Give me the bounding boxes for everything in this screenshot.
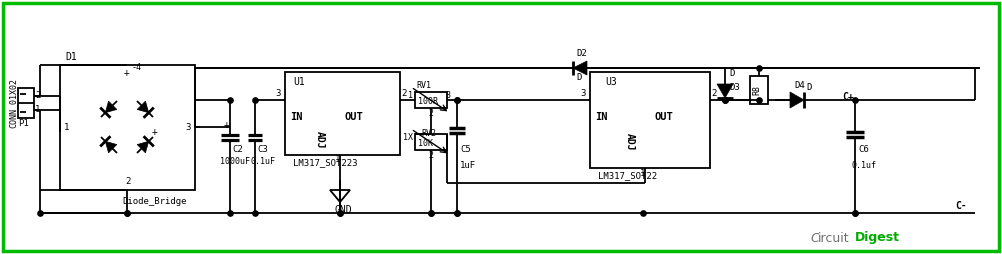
Text: CONN_01X02: CONN_01X02 xyxy=(8,78,17,128)
Polygon shape xyxy=(330,190,350,202)
Text: D3: D3 xyxy=(729,84,739,92)
Text: +: + xyxy=(124,68,130,78)
Polygon shape xyxy=(573,61,587,75)
Text: C-: C- xyxy=(955,201,967,211)
Text: D1: D1 xyxy=(65,52,77,62)
Text: D2: D2 xyxy=(576,50,587,58)
Text: 0.1uF: 0.1uF xyxy=(250,157,276,167)
Text: OUT: OUT xyxy=(345,112,364,122)
Text: 2: 2 xyxy=(711,89,716,99)
Text: 100R: 100R xyxy=(418,97,438,105)
Text: D: D xyxy=(729,70,734,78)
Text: P1: P1 xyxy=(18,119,29,129)
Text: 1: 1 xyxy=(335,155,341,165)
Text: 1000uF: 1000uF xyxy=(220,157,250,167)
Text: LM317_SOT22: LM317_SOT22 xyxy=(598,171,657,181)
Polygon shape xyxy=(137,101,148,113)
Polygon shape xyxy=(790,92,804,108)
Text: C3: C3 xyxy=(257,146,268,154)
Text: D: D xyxy=(806,84,812,92)
Text: C6: C6 xyxy=(858,146,869,154)
Text: U1: U1 xyxy=(293,77,305,87)
Polygon shape xyxy=(137,141,148,153)
Text: ADJ: ADJ xyxy=(315,131,325,149)
Text: 3: 3 xyxy=(580,89,585,99)
Text: 0.1uf: 0.1uf xyxy=(852,161,877,169)
Text: 1: 1 xyxy=(64,122,69,132)
Text: Diode_Bridge: Diode_Bridge xyxy=(122,198,186,207)
Text: 1: 1 xyxy=(403,134,408,142)
Text: IN: IN xyxy=(595,112,607,122)
Text: OUT: OUT xyxy=(655,112,673,122)
Bar xyxy=(590,72,710,168)
Text: 1: 1 xyxy=(35,105,40,115)
Polygon shape xyxy=(105,101,117,113)
Bar xyxy=(285,72,400,155)
Text: 3: 3 xyxy=(185,122,190,132)
Text: C2: C2 xyxy=(232,146,242,154)
Text: 2: 2 xyxy=(125,178,130,186)
Text: 1: 1 xyxy=(408,91,413,101)
Text: 10K: 10K xyxy=(418,138,433,148)
Bar xyxy=(415,92,447,108)
Text: GND: GND xyxy=(335,205,353,215)
Text: D4: D4 xyxy=(794,82,805,90)
Text: ADJ: ADJ xyxy=(625,133,635,151)
Text: U3: U3 xyxy=(605,77,617,87)
Text: 3: 3 xyxy=(445,91,450,101)
Text: C+: C+ xyxy=(842,92,854,102)
Text: RV1: RV1 xyxy=(416,81,431,89)
Text: LM317_SOT223: LM317_SOT223 xyxy=(293,158,358,167)
Text: +: + xyxy=(224,120,229,130)
Bar xyxy=(60,65,195,190)
Text: 3: 3 xyxy=(275,89,281,99)
Text: 1uF: 1uF xyxy=(460,161,476,169)
Text: R8: R8 xyxy=(752,85,761,95)
Polygon shape xyxy=(105,141,117,153)
Text: RV2: RV2 xyxy=(421,129,436,137)
Text: 2: 2 xyxy=(428,108,433,118)
Text: 2: 2 xyxy=(401,89,407,99)
Text: -4: -4 xyxy=(132,64,142,72)
Text: 2: 2 xyxy=(428,151,433,160)
Polygon shape xyxy=(717,84,733,98)
Text: +: + xyxy=(152,127,158,137)
Text: ircuit: ircuit xyxy=(818,231,850,245)
Bar xyxy=(415,134,447,150)
Text: D: D xyxy=(576,73,581,83)
Text: C5: C5 xyxy=(460,146,471,154)
Text: C: C xyxy=(810,231,819,245)
Bar xyxy=(18,88,34,118)
Bar xyxy=(750,76,768,104)
Text: Digest: Digest xyxy=(855,231,900,245)
Text: IN: IN xyxy=(290,112,303,122)
Text: 1: 1 xyxy=(640,168,645,178)
Text: X: X xyxy=(408,133,413,141)
Text: 2: 2 xyxy=(35,91,40,101)
